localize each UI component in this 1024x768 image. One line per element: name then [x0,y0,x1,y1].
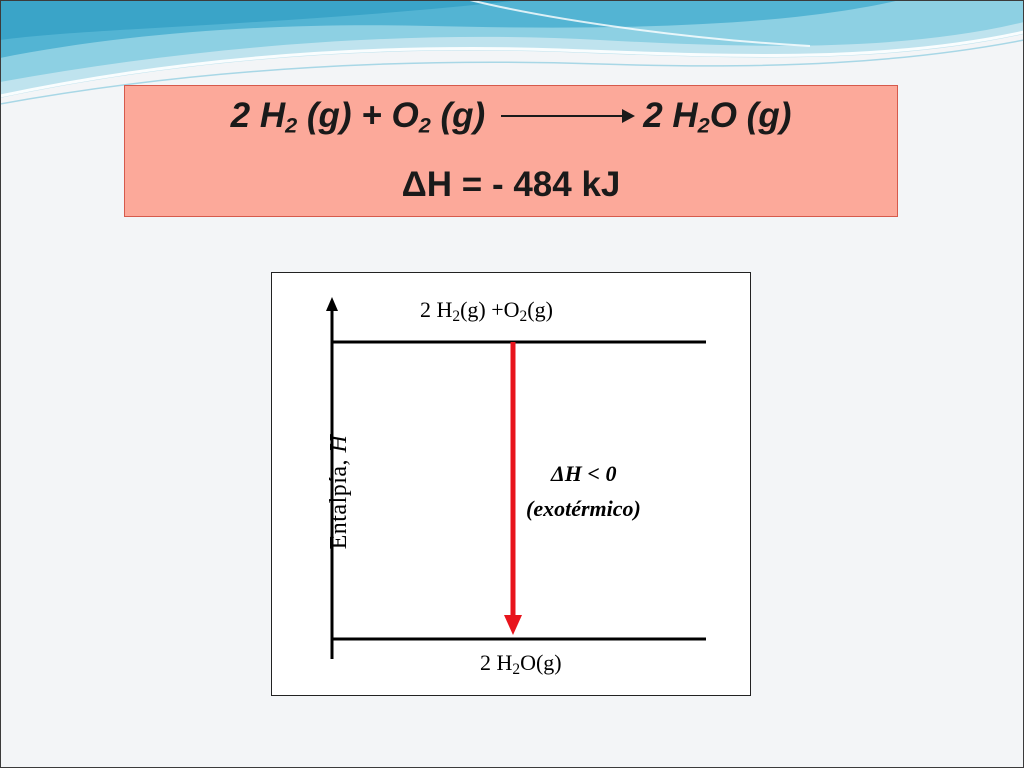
exothermic-label: (exotérmico) [526,496,641,521]
y-axis-label: Entalpía, H [326,434,352,550]
equation-box: 2 H2 (g) + O2 (g) 2 H2O (g) ΔH = - 484 kJ [124,85,898,217]
delta-h-label: ΔH < 0 [551,461,617,486]
y-axis-arrowhead [326,297,338,311]
products-label: 2 H2O(g) [480,650,562,678]
reactants-label: 2 H2(g) +O2(g) [420,297,553,325]
enthalpy-change: ΔH = - 484 kJ [401,165,621,204]
diagram-drawing [326,297,706,659]
reaction-equation: 2 H2 (g) + O2 (g) 2 H2O (g) [230,96,792,138]
enthalpy-arrow-head [504,615,522,635]
reaction-arrow-icon [501,108,636,123]
enthalpy-diagram: 2 H2(g) +O2(g) 2 H2O(g) ΔH < 0 (exotérmi… [271,272,751,696]
